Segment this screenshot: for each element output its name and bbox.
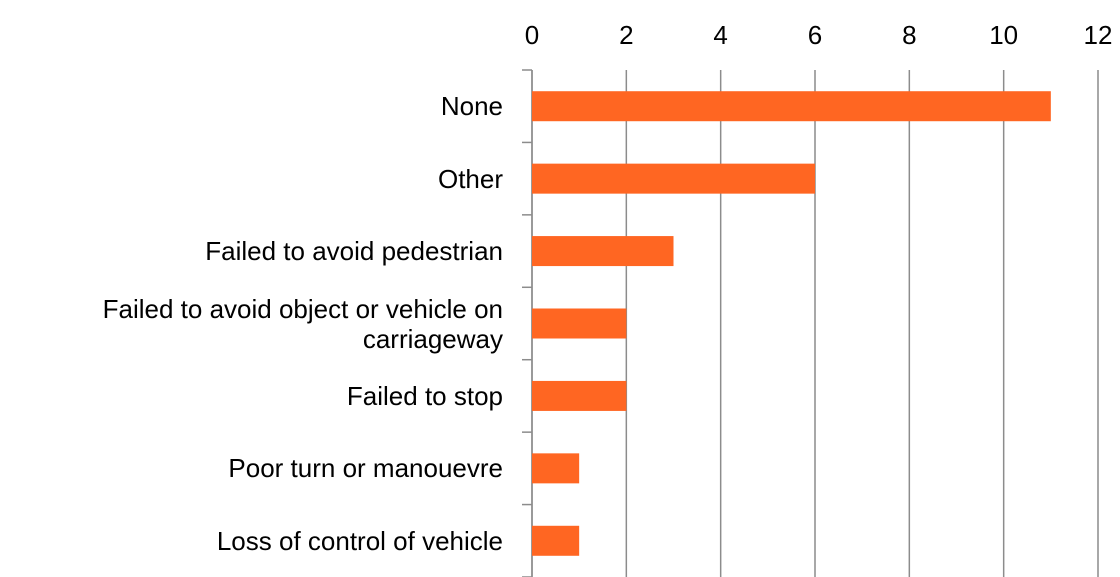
y-tick-label: Poor turn or manouevre <box>228 453 503 484</box>
y-tick-label: None <box>440 91 503 122</box>
y-tick-label: Loss of control of vehicle <box>216 525 503 556</box>
y-tick-label: Other <box>437 163 503 194</box>
bar <box>532 380 627 411</box>
bar <box>532 236 674 267</box>
x-tick-label: 0 <box>525 20 539 50</box>
bar <box>532 525 580 556</box>
y-tick-label: Failed to avoid object or vehicle on car… <box>102 293 503 354</box>
x-tick-label: 6 <box>808 20 822 50</box>
x-tick-label: 8 <box>902 20 916 50</box>
bar <box>532 308 627 339</box>
y-tick-label: Failed to avoid pedestrian <box>205 236 503 267</box>
x-tick-label: 12 <box>1084 20 1113 50</box>
bar <box>532 163 815 194</box>
bar <box>532 453 580 484</box>
x-tick-label: 2 <box>619 20 633 50</box>
x-tick-label: 4 <box>713 20 727 50</box>
y-tick-label: Failed to stop <box>346 380 503 411</box>
x-tick-label: 10 <box>989 20 1018 50</box>
bar <box>532 91 1051 122</box>
